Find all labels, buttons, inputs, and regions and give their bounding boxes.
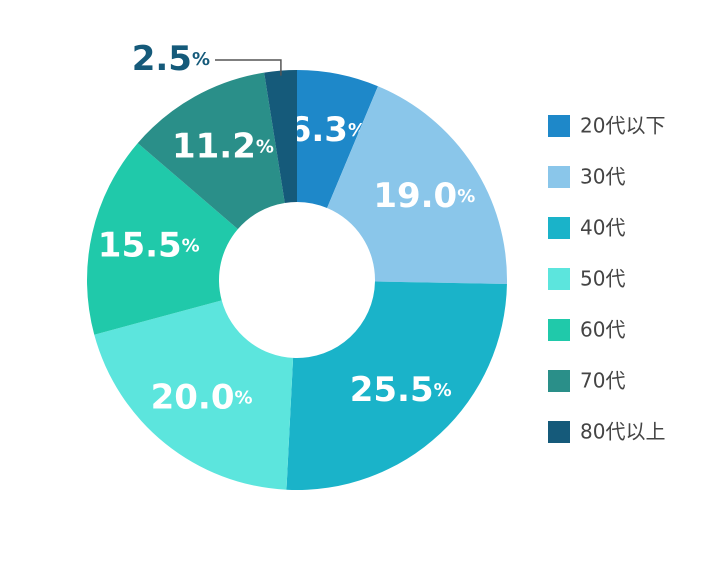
- donut-slice: [327, 86, 507, 284]
- leader-line: [215, 59, 282, 76]
- legend-swatch: [548, 166, 570, 188]
- donut-slice: [264, 70, 297, 203]
- legend-label: 20代以下: [580, 114, 665, 138]
- legend-swatch: [548, 421, 570, 443]
- legend-swatch: [548, 217, 570, 239]
- legend-label: 70代: [580, 369, 625, 393]
- donut-slice: [286, 281, 507, 490]
- legend-label: 30代: [580, 165, 625, 189]
- value-label: 6.3%: [288, 109, 366, 149]
- legend-label: 80代以上: [580, 420, 665, 444]
- legend-label: 40代: [580, 216, 625, 240]
- legend-swatch: [548, 370, 570, 392]
- value-label: 25.5%: [350, 370, 452, 410]
- value-label: 2.5%: [132, 39, 210, 79]
- legend-label: 50代: [580, 267, 625, 291]
- donut-slice: [86, 143, 238, 335]
- legend-swatch: [548, 319, 570, 341]
- value-label: 15.5%: [98, 225, 200, 265]
- legend-swatch: [548, 268, 570, 290]
- value-label: 11.2%: [172, 126, 274, 166]
- donut-slice: [94, 300, 294, 490]
- value-label: 19.0%: [373, 175, 475, 215]
- legend-swatch: [548, 115, 570, 137]
- donut-slice: [297, 70, 378, 209]
- donut-slice: [137, 72, 285, 230]
- legend-label: 60代: [580, 318, 625, 342]
- value-label: 20.0%: [151, 377, 253, 417]
